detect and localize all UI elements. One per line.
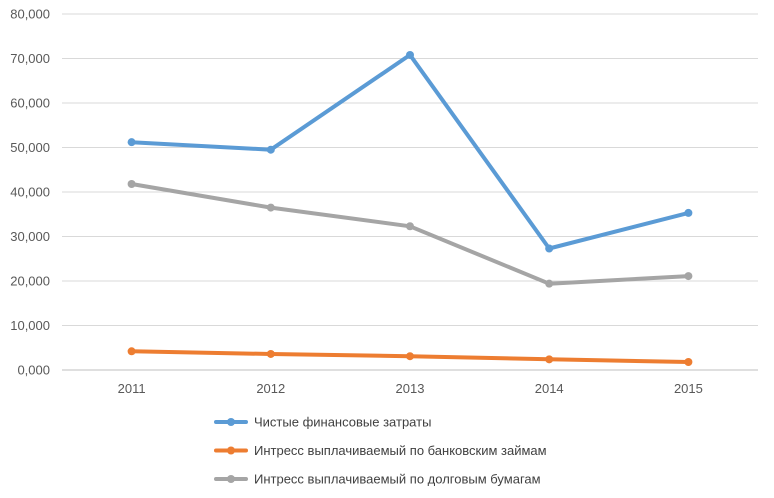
y-tick-label: 20,000 [10,274,50,289]
legend-swatch-marker [227,418,235,426]
series-2 [127,347,693,366]
legend-entry: Чистые финансовые затраты [214,415,431,430]
series-lines [127,50,693,366]
y-axis-tick-labels: 0,000 10,000 20,000 30,000 40,000 50,000 60,00… [10,7,50,378]
data-point [266,145,275,154]
data-point [545,355,554,364]
data-point [684,208,693,217]
x-tick-label: 2011 [118,381,146,396]
legend-entry: Интресс выплачиваемый по долговым бумага… [214,472,541,487]
y-tick-label: 30,000 [10,229,50,244]
x-tick-label: 2013 [396,381,425,396]
data-point [127,179,136,188]
legend: Чистые финансовые затраты Интресс выплачи… [214,415,547,487]
series-line [129,52,691,251]
data-point [266,349,275,358]
legend-label: Чистые финансовые затраты [254,415,431,430]
data-point [406,50,414,59]
series-1 [127,50,693,253]
data-point [406,222,414,231]
y-tick-label: 50,000 [10,140,50,155]
y-tick-label: 10,000 [10,318,50,333]
data-point [266,203,275,212]
data-point [545,279,554,288]
legend-label: Интресс выплачиваемый по долговым бумага… [254,472,541,487]
x-tick-label: 2015 [674,381,703,396]
x-axis-tick-labels: 2011 2012 2013 2014 2015 [118,381,703,396]
y-tick-label: 40,000 [10,185,50,200]
y-tick-label: 80,000 [10,7,50,22]
x-tick-label: 2014 [535,381,564,396]
series-3 [127,179,693,288]
data-point [684,272,693,281]
data-point [127,138,136,147]
legend-entry: Интресс выплачиваемый по банковским займ… [214,443,547,458]
legend-swatch-marker [227,446,235,455]
gridlines [62,13,758,371]
data-point [406,352,414,361]
y-tick-label: 60,000 [10,96,50,111]
y-tick-label: 70,000 [10,51,50,66]
data-point [127,347,136,356]
data-point [545,244,554,253]
legend-swatch-marker [227,475,235,483]
y-tick-label: 0,000 [17,363,50,378]
legend-label: Интресс выплачиваемый по банковским займ… [254,443,547,458]
data-point [684,357,693,366]
x-tick-label: 2012 [256,381,285,396]
